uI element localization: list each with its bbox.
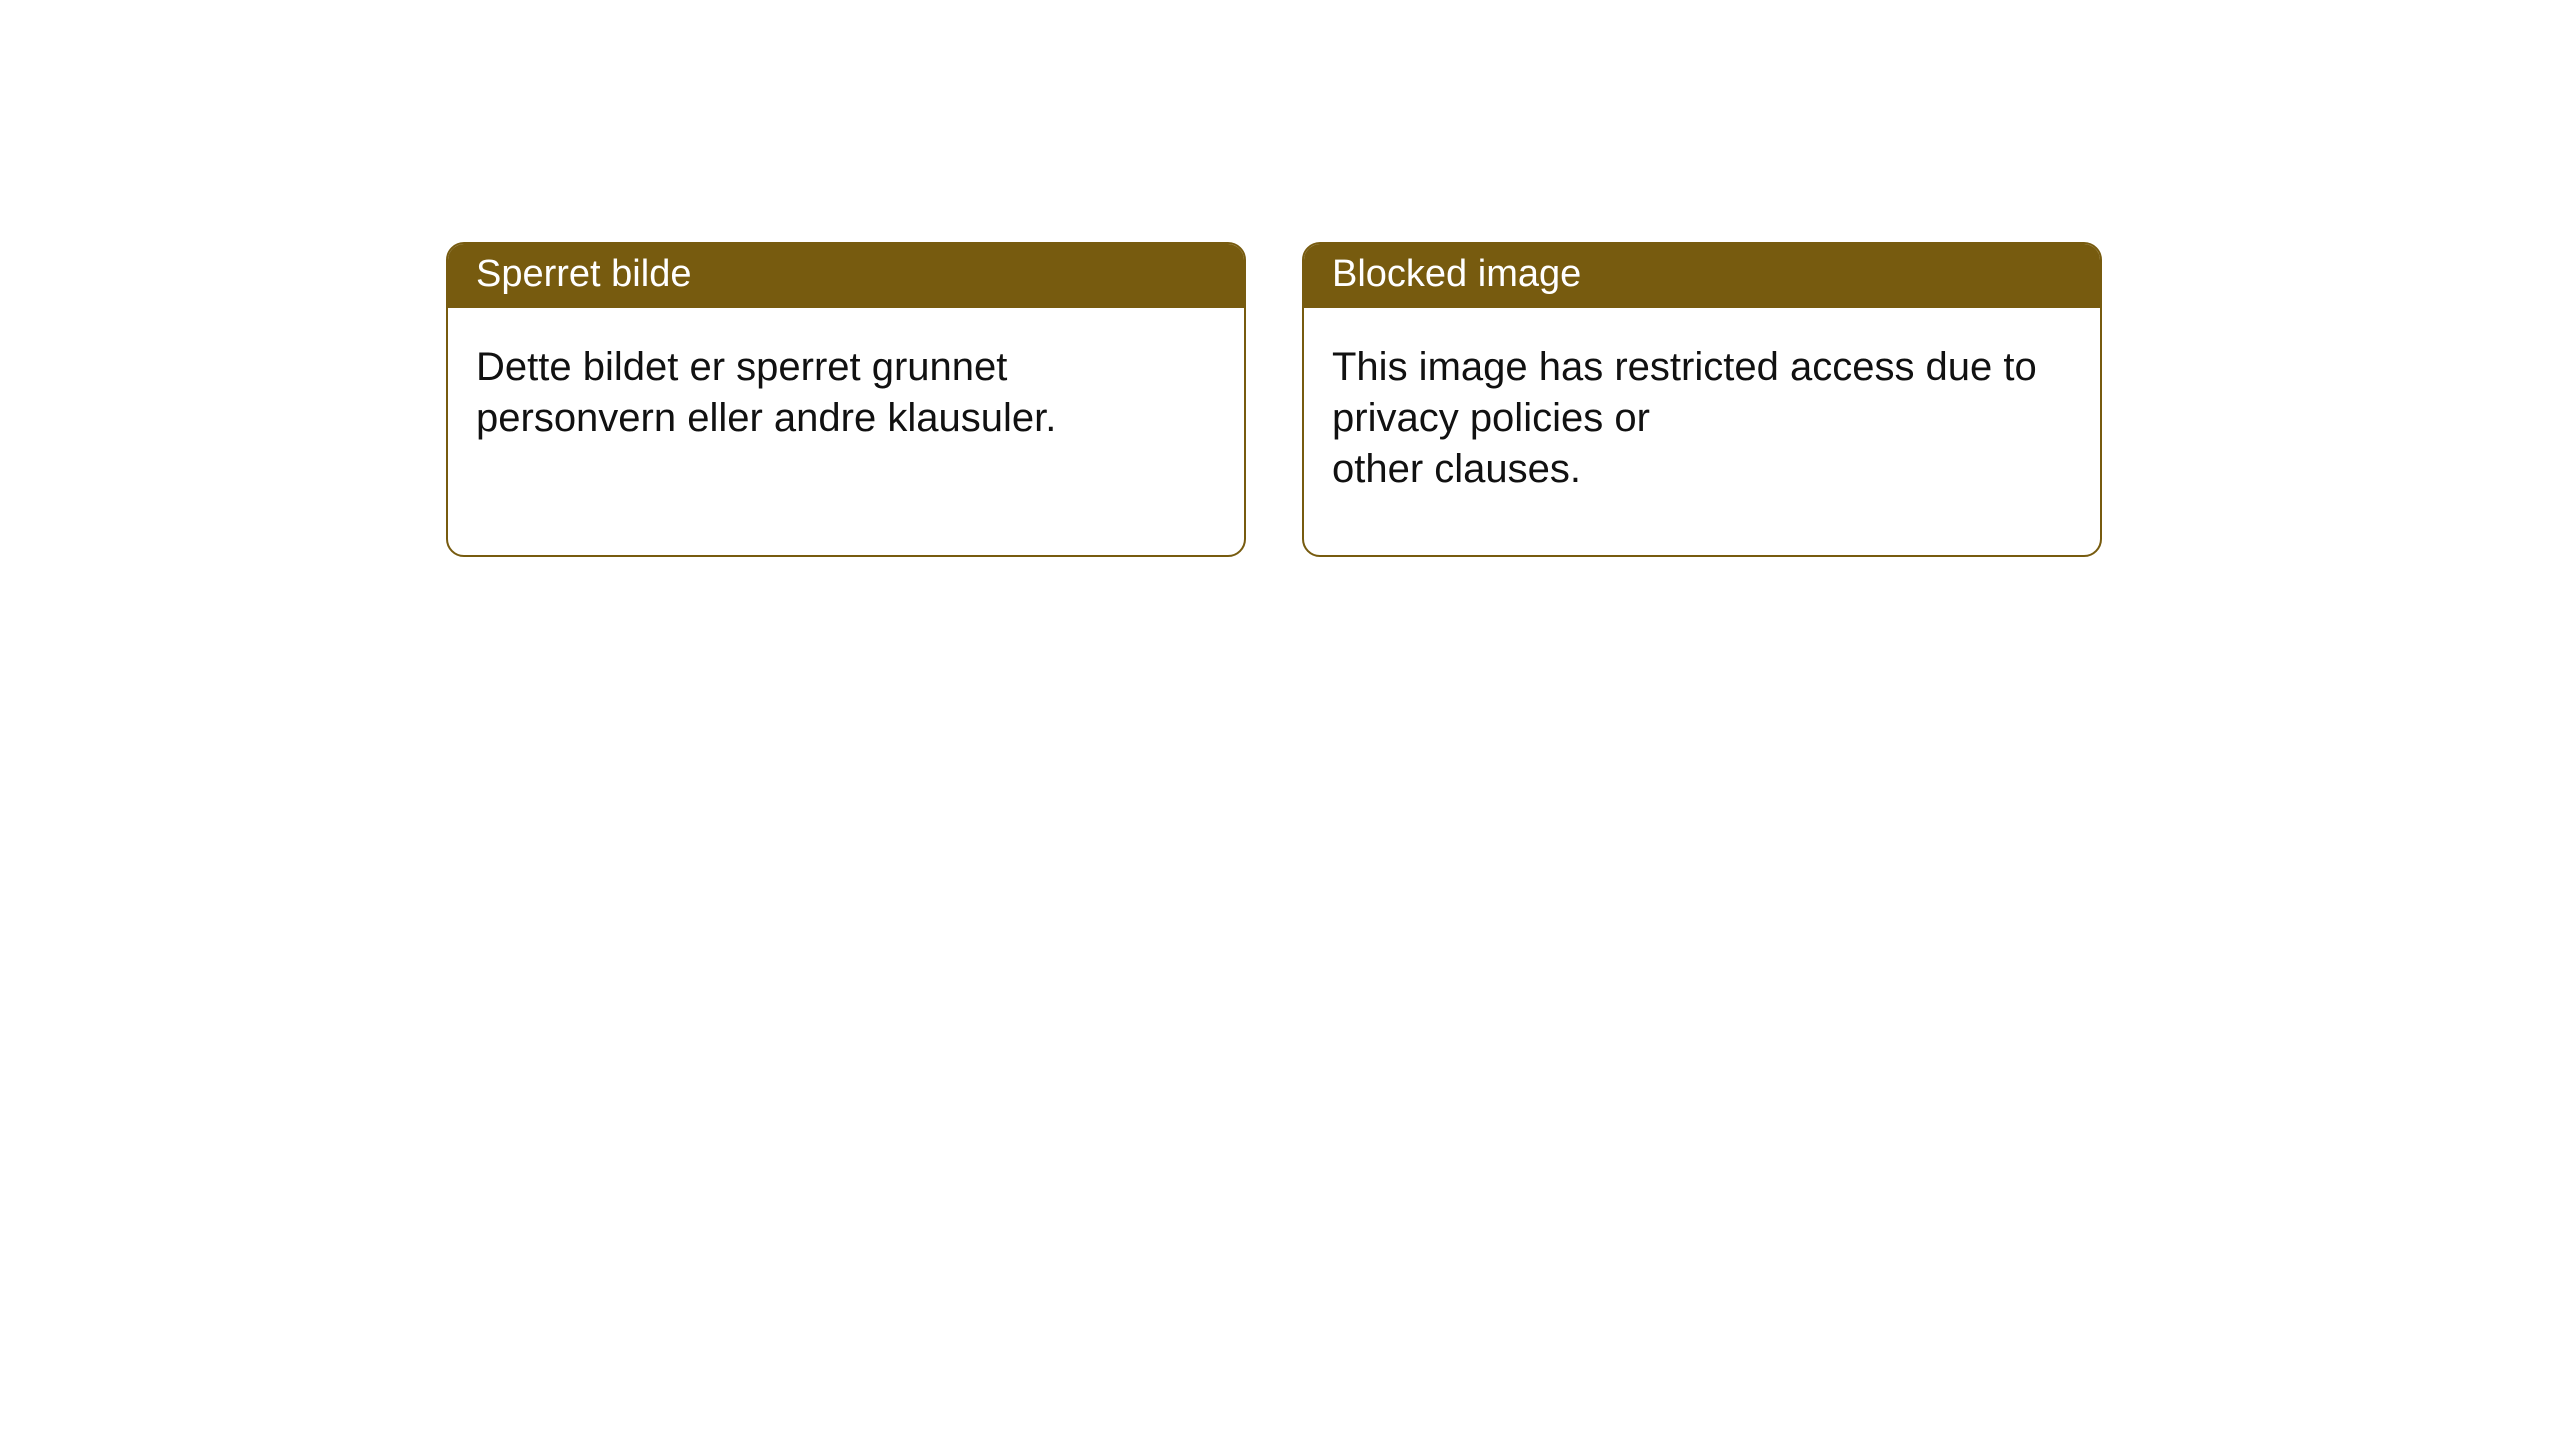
notice-card-english: Blocked image This image has restricted … bbox=[1302, 242, 2102, 557]
notice-header: Sperret bilde bbox=[448, 244, 1244, 308]
notice-header: Blocked image bbox=[1304, 244, 2100, 308]
notice-container: Sperret bilde Dette bildet er sperret gr… bbox=[446, 242, 2102, 557]
notice-body: Dette bildet er sperret grunnet personve… bbox=[448, 308, 1244, 508]
notice-body: This image has restricted access due to … bbox=[1304, 308, 2100, 556]
notice-card-norwegian: Sperret bilde Dette bildet er sperret gr… bbox=[446, 242, 1246, 557]
